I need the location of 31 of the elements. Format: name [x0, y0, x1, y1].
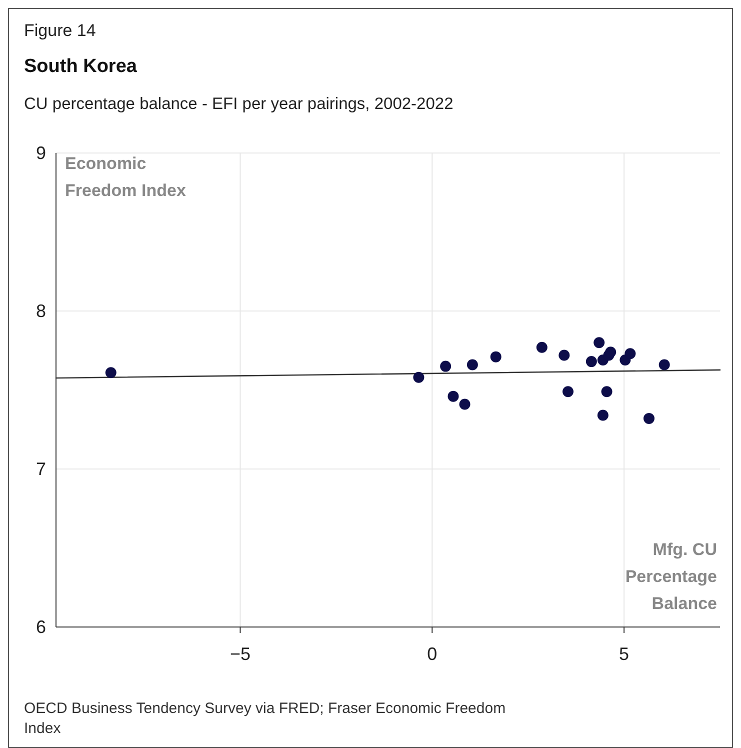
y-tick-label: 8 — [36, 301, 46, 321]
point — [490, 351, 502, 362]
point — [466, 359, 478, 370]
point — [413, 372, 424, 383]
y-tick-label: 6 — [36, 617, 46, 637]
point — [562, 386, 574, 398]
point — [605, 346, 616, 358]
point — [558, 350, 570, 361]
point — [597, 410, 608, 421]
text: OECD Business Tendency Survey via FRED; Fraser Economic Freedom Index — [24, 700, 506, 737]
y-tick-label: 9 — [36, 143, 46, 163]
point — [536, 342, 548, 353]
caption: Figure 14 — [24, 21, 96, 40]
point — [448, 390, 459, 402]
point — [459, 398, 470, 410]
point — [643, 412, 654, 424]
point — [658, 359, 670, 370]
point — [105, 367, 116, 378]
point — [586, 356, 597, 368]
point — [440, 360, 452, 372]
chart-subtitle: CU percentage balance - EFI per year pairings, 2002-2022 — [24, 95, 454, 113]
x-tick-label: −5 — [230, 644, 250, 664]
point — [624, 348, 636, 360]
point — [601, 386, 612, 398]
x-tick-label: 0 — [427, 644, 438, 664]
x-axis-title: Mfg. CU Percentage Balance — [625, 540, 717, 613]
y-axis-title: Economic Freedom Index — [65, 154, 186, 200]
y-tick-label: 7 — [36, 459, 46, 479]
x-tick-label: 5 — [619, 644, 630, 664]
point — [594, 337, 605, 348]
chart-title: South Korea — [24, 56, 138, 77]
